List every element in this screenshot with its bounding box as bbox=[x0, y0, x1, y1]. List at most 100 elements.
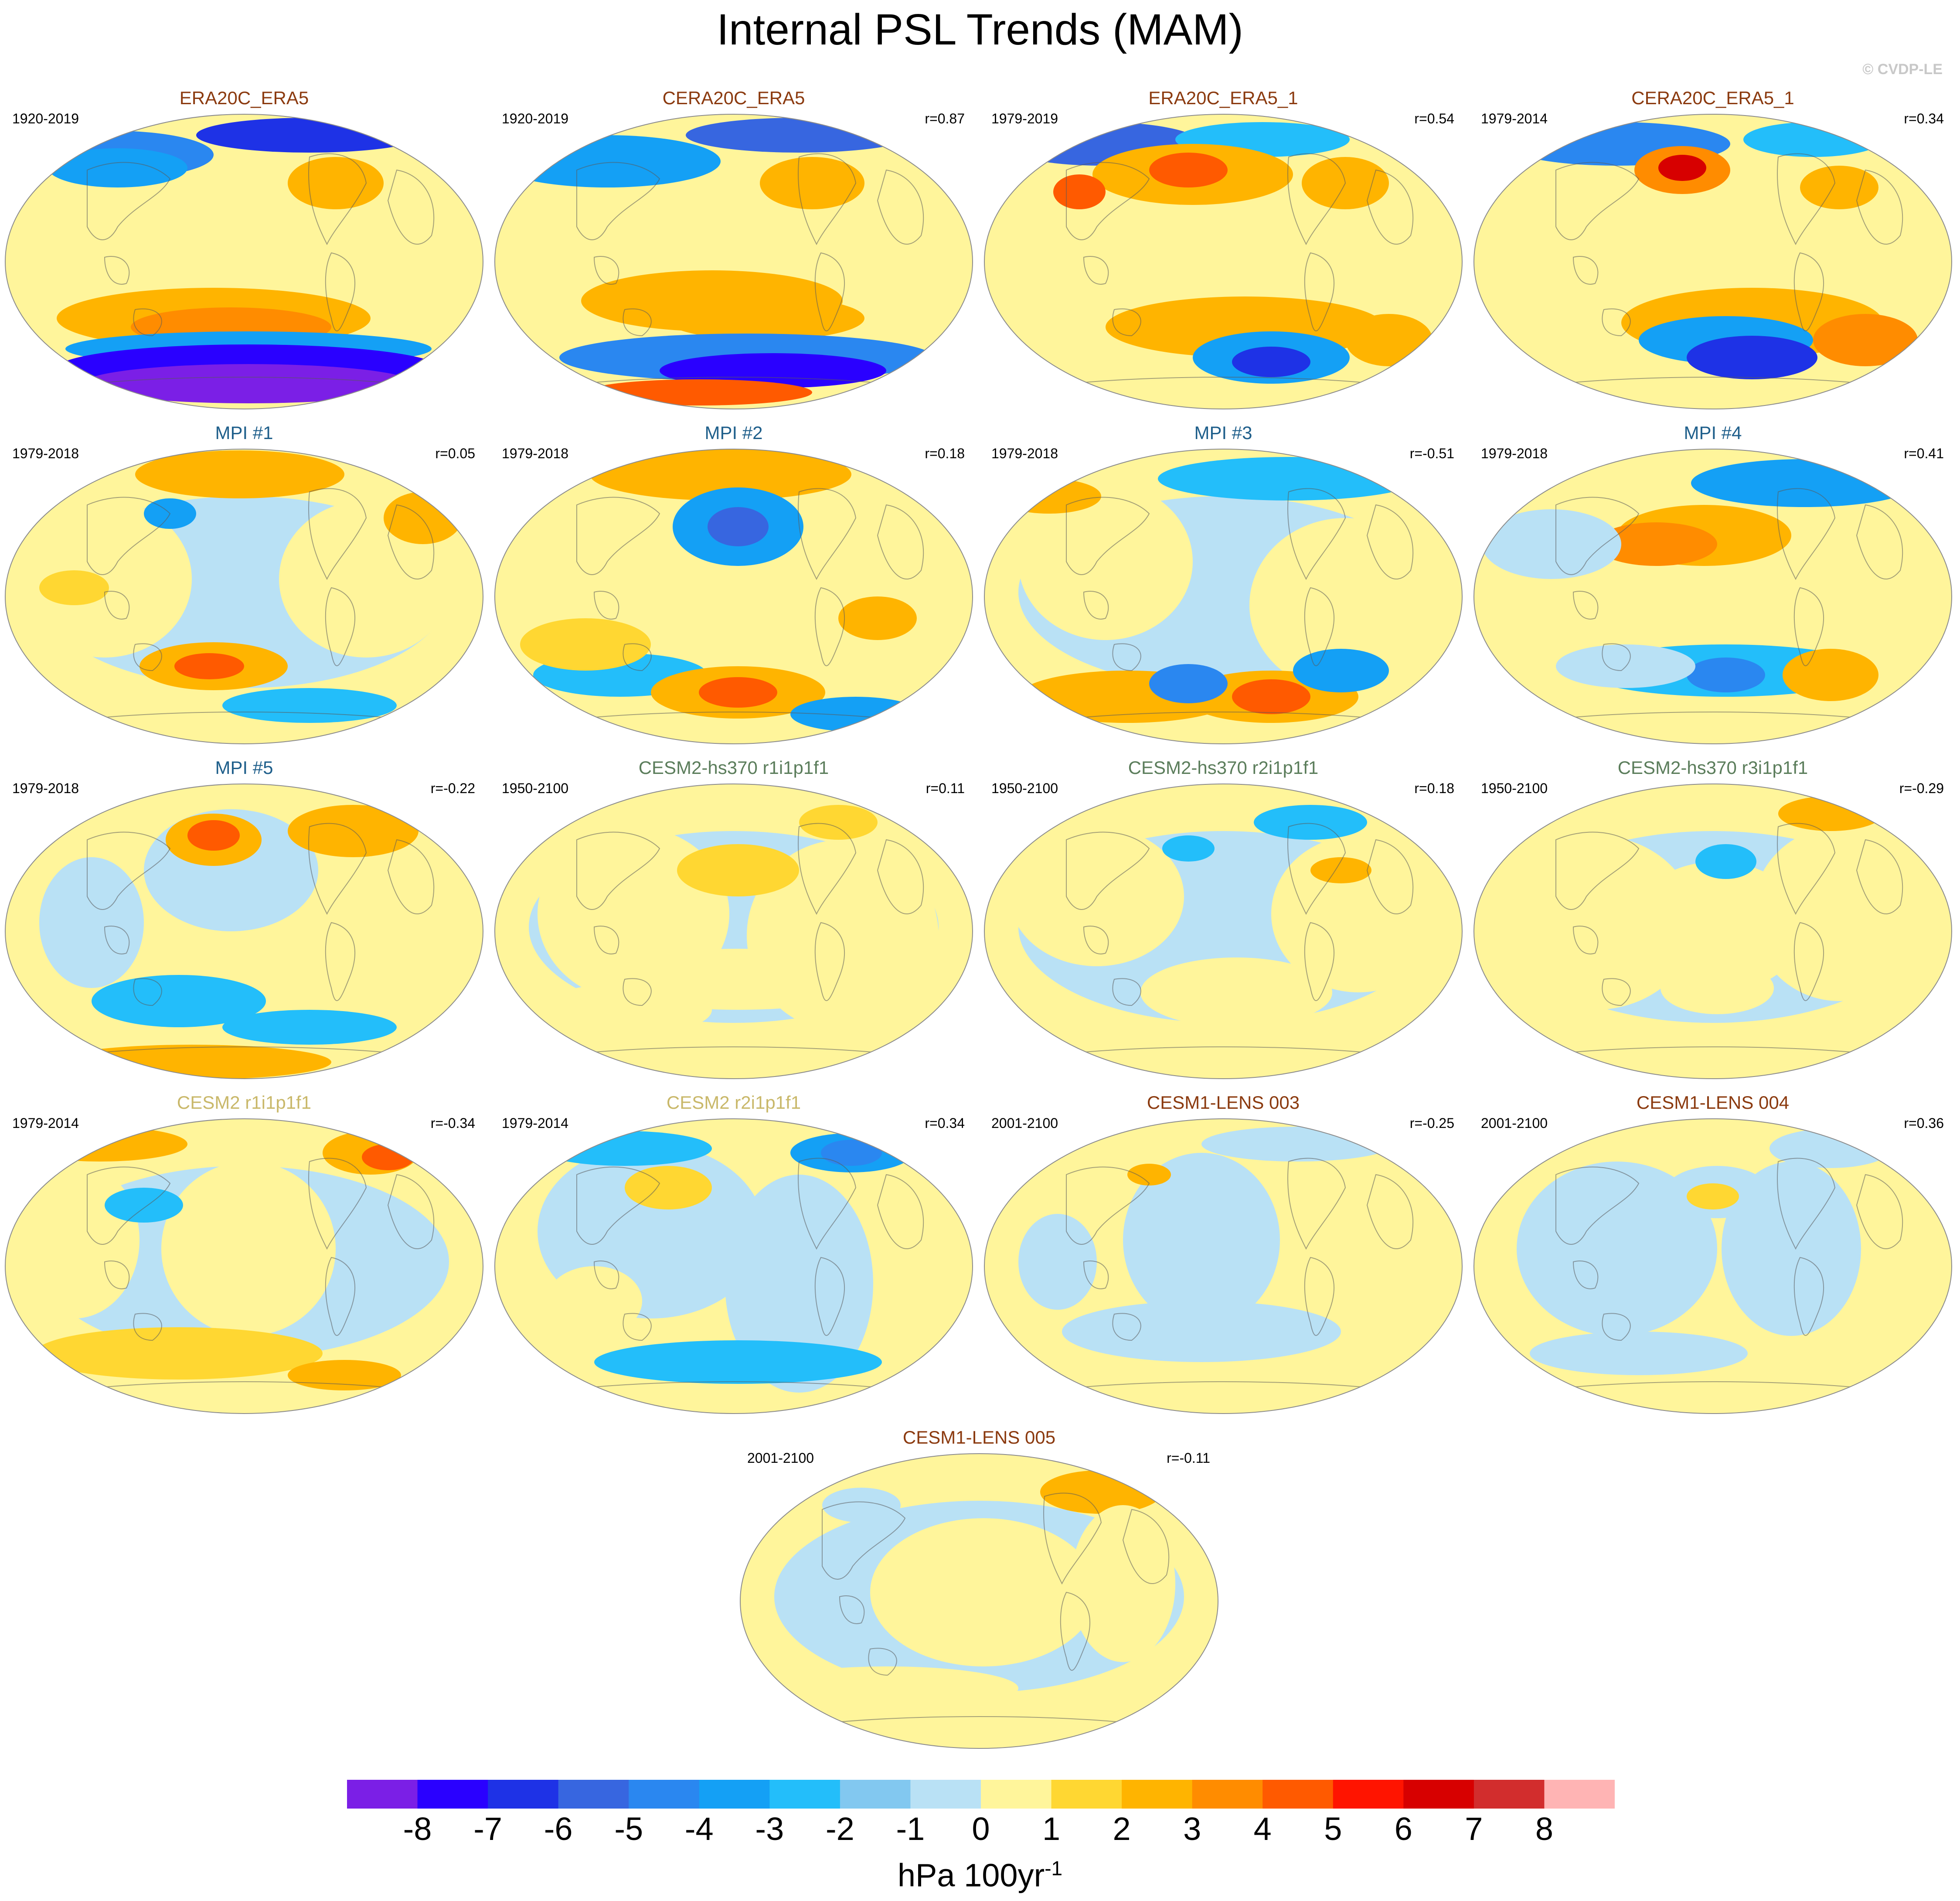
panel-correlation: r=0.18 bbox=[925, 446, 965, 461]
trend-contour bbox=[1018, 1214, 1097, 1310]
panel-title: CESM2-hs370 r1i1p1f1 bbox=[638, 757, 829, 778]
coastline bbox=[1083, 1261, 1109, 1289]
trend-contour bbox=[1149, 664, 1228, 703]
colorbar-swatch bbox=[699, 1780, 770, 1809]
map-border bbox=[494, 114, 973, 409]
coastline bbox=[1777, 1158, 1836, 1250]
panel-title: CESM2 r2i1p1f1 bbox=[666, 1092, 801, 1113]
coastline bbox=[91, 712, 397, 719]
coastline bbox=[325, 252, 355, 331]
coastline bbox=[1793, 587, 1824, 666]
trend-contour bbox=[1310, 857, 1371, 883]
panel-correlation: r=-0.11 bbox=[1167, 1450, 1210, 1466]
coastline bbox=[814, 252, 845, 331]
units-base: hPa 100yr bbox=[897, 1857, 1045, 1894]
trend-contour bbox=[1293, 649, 1389, 692]
trend-contour bbox=[757, 1666, 1018, 1710]
coastline bbox=[87, 162, 171, 240]
trend-contour bbox=[1254, 805, 1367, 840]
coastline bbox=[87, 831, 171, 910]
coastline bbox=[877, 839, 924, 914]
trend-contour bbox=[187, 820, 240, 851]
trend-contour bbox=[790, 697, 921, 732]
trend-contour bbox=[39, 857, 144, 988]
robinson-map bbox=[5, 114, 483, 409]
coastline bbox=[581, 712, 887, 719]
colorbar-tick-label: -8 bbox=[403, 1811, 432, 1847]
coastline bbox=[1555, 497, 1640, 575]
colorbar-swatch bbox=[629, 1780, 700, 1809]
trend-contour bbox=[13, 1127, 187, 1162]
colorbar-swatch bbox=[840, 1780, 911, 1809]
colorbar-swatch bbox=[1192, 1780, 1263, 1809]
trend-contour bbox=[699, 677, 777, 708]
trend-contour bbox=[1687, 1183, 1739, 1209]
coastline bbox=[576, 831, 660, 910]
robinson-map bbox=[494, 449, 973, 744]
coastline bbox=[877, 169, 924, 245]
colorbar-swatch bbox=[910, 1780, 981, 1809]
map-border bbox=[5, 1118, 483, 1414]
panel-title: ERA20C_ERA5 bbox=[179, 88, 309, 108]
coastline bbox=[1083, 591, 1109, 620]
coastline bbox=[814, 1257, 845, 1336]
panel-correlation: r=-0.22 bbox=[430, 780, 475, 796]
trend-contour bbox=[708, 507, 769, 546]
trend-contour bbox=[520, 618, 651, 671]
trend-contour bbox=[870, 1518, 1097, 1666]
coastline bbox=[308, 823, 367, 915]
panel-title: MPI #4 bbox=[1684, 422, 1742, 443]
trend-contour bbox=[1769, 1129, 1892, 1168]
map-panel: CESM1-LENS 004 2001-2100 r=0.36 bbox=[1473, 1092, 1953, 1414]
coastline bbox=[1602, 1313, 1631, 1341]
trend-contour bbox=[594, 1340, 882, 1384]
trend-contour bbox=[174, 653, 244, 679]
panel-correlation: r=0.41 bbox=[1904, 446, 1944, 461]
coastline bbox=[1083, 256, 1109, 285]
trend-field bbox=[495, 784, 973, 1079]
coastline bbox=[839, 1595, 865, 1624]
trend-contour bbox=[1140, 957, 1332, 1027]
coastline bbox=[104, 256, 130, 285]
coastline bbox=[133, 1313, 162, 1341]
coastline bbox=[814, 587, 845, 666]
panel-title: CERA20C_ERA5_1 bbox=[1631, 88, 1794, 108]
coastline bbox=[1366, 504, 1414, 579]
trend-contour bbox=[822, 1488, 901, 1523]
coastline bbox=[1560, 1046, 1866, 1054]
coastline bbox=[1856, 1174, 1903, 1249]
units-exponent: -1 bbox=[1045, 1857, 1063, 1880]
coastline bbox=[623, 978, 652, 1006]
coastline bbox=[325, 922, 355, 1001]
coastline bbox=[593, 256, 619, 285]
robinson-map bbox=[984, 784, 1463, 1079]
panel-title: MPI #2 bbox=[704, 422, 763, 443]
coastline bbox=[1793, 922, 1824, 1001]
coastline bbox=[91, 377, 397, 384]
trend-contour bbox=[39, 570, 109, 605]
panel-period: 1920-2019 bbox=[12, 111, 79, 126]
map-panel: MPI #2 1979-2018 r=0.18 bbox=[494, 422, 973, 745]
coastline bbox=[1287, 488, 1346, 580]
trend-contour bbox=[83, 364, 414, 403]
coastline bbox=[104, 1261, 130, 1289]
panel-correlation: r=0.11 bbox=[926, 780, 965, 796]
panel-correlation: r=0.34 bbox=[925, 1115, 965, 1131]
panel-title: CESM1-LENS 003 bbox=[1147, 1092, 1300, 1113]
map-panel: MPI #1 1979-2018 r=0.05 bbox=[4, 422, 484, 745]
robinson-map bbox=[984, 1118, 1463, 1414]
coastline bbox=[576, 1166, 660, 1245]
robinson-map bbox=[1473, 1118, 1952, 1414]
trend-contour bbox=[664, 296, 864, 340]
coastline bbox=[1572, 1261, 1599, 1289]
robinson-map bbox=[984, 449, 1463, 744]
coastline bbox=[593, 591, 619, 620]
panel-period: 1950-2100 bbox=[991, 780, 1058, 796]
trend-field bbox=[740, 1454, 1218, 1748]
trend-contour bbox=[1630, 862, 1804, 992]
panel-title: MPI #3 bbox=[1194, 422, 1252, 443]
panel-title: ERA20C_ERA5_1 bbox=[1148, 88, 1298, 108]
panel-title: CESM2-hs370 r2i1p1f1 bbox=[1128, 757, 1319, 778]
panel-correlation: r=0.18 bbox=[1414, 780, 1454, 796]
trend-contour bbox=[1778, 796, 1883, 831]
